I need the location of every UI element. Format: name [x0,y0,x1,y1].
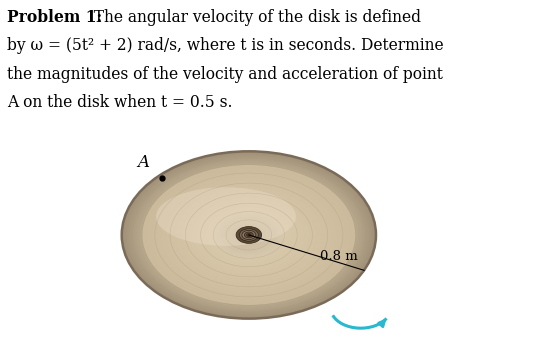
Ellipse shape [142,165,355,305]
Ellipse shape [123,152,374,318]
Ellipse shape [214,212,284,258]
Ellipse shape [241,230,257,240]
Ellipse shape [196,200,301,269]
Ellipse shape [171,184,327,286]
Text: by ω = (5t² + 2) rad/s, where t is in seconds. Determine: by ω = (5t² + 2) rad/s, where t is in se… [7,37,444,54]
Ellipse shape [177,188,320,282]
Ellipse shape [184,192,314,278]
Ellipse shape [227,220,271,250]
Ellipse shape [220,216,278,254]
Ellipse shape [239,229,259,241]
Ellipse shape [223,218,274,252]
Ellipse shape [169,183,328,287]
Ellipse shape [190,196,308,274]
Ellipse shape [232,224,266,246]
Ellipse shape [161,177,337,293]
Ellipse shape [133,159,365,311]
Ellipse shape [164,179,333,290]
Ellipse shape [128,156,370,314]
Text: Problem 1:: Problem 1: [7,9,102,26]
Ellipse shape [137,162,360,308]
Ellipse shape [173,185,325,285]
Ellipse shape [130,157,368,313]
Ellipse shape [185,193,313,277]
Ellipse shape [139,163,359,307]
Text: the magnitudes of the velocity and acceleration of point: the magnitudes of the velocity and accel… [7,66,443,83]
Ellipse shape [233,225,265,245]
Ellipse shape [149,169,349,301]
Ellipse shape [247,234,251,236]
Ellipse shape [136,161,362,309]
Ellipse shape [245,232,253,238]
Ellipse shape [131,158,366,312]
Ellipse shape [152,171,346,299]
Ellipse shape [166,180,332,289]
Ellipse shape [211,210,287,260]
Ellipse shape [247,234,250,236]
Ellipse shape [242,231,255,239]
Ellipse shape [242,230,256,240]
Ellipse shape [235,226,263,244]
Ellipse shape [244,232,254,238]
Ellipse shape [195,199,303,271]
Ellipse shape [157,174,341,295]
Ellipse shape [198,201,300,268]
Ellipse shape [208,208,290,262]
Ellipse shape [168,182,330,288]
Ellipse shape [236,227,262,244]
Ellipse shape [236,227,262,244]
Ellipse shape [246,233,252,237]
Ellipse shape [150,170,347,300]
Ellipse shape [217,214,281,256]
Ellipse shape [160,177,338,293]
Ellipse shape [141,164,357,306]
Ellipse shape [209,209,288,261]
Ellipse shape [181,190,317,280]
Ellipse shape [201,204,296,266]
Ellipse shape [155,173,342,297]
Ellipse shape [225,219,273,251]
Ellipse shape [203,205,295,265]
Ellipse shape [156,187,296,246]
Ellipse shape [187,194,311,276]
Text: The angular velocity of the disk is defined: The angular velocity of the disk is defi… [84,9,421,26]
Text: 0.8 m: 0.8 m [320,250,358,263]
Ellipse shape [228,221,269,248]
Ellipse shape [182,191,315,279]
Ellipse shape [176,187,322,283]
Ellipse shape [174,186,324,284]
Ellipse shape [222,217,276,253]
Ellipse shape [144,166,354,304]
Ellipse shape [239,229,259,241]
Ellipse shape [188,195,309,275]
Ellipse shape [147,168,351,302]
Text: A: A [138,154,150,171]
Ellipse shape [215,213,282,257]
Ellipse shape [159,176,339,294]
Ellipse shape [219,215,279,255]
Ellipse shape [193,198,305,272]
Ellipse shape [122,151,376,319]
Ellipse shape [146,167,352,303]
Ellipse shape [135,159,364,310]
Ellipse shape [154,172,344,298]
Ellipse shape [206,207,292,263]
Ellipse shape [200,203,298,267]
Ellipse shape [125,153,373,316]
Ellipse shape [179,189,319,281]
Ellipse shape [127,155,371,315]
Ellipse shape [230,222,268,247]
Ellipse shape [212,211,286,259]
Ellipse shape [204,206,293,264]
Ellipse shape [192,197,306,273]
Text: A on the disk when t = 0.5 s.: A on the disk when t = 0.5 s. [7,94,233,111]
Ellipse shape [237,227,260,242]
Ellipse shape [163,178,335,292]
